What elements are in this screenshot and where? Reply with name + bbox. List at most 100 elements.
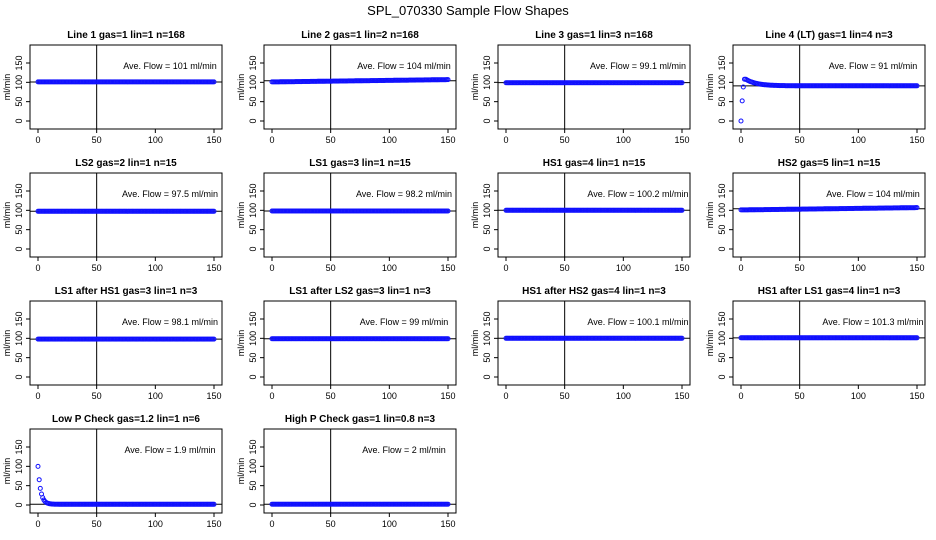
average-flow-annotation: Ave. Flow = 100.2 ml/min bbox=[587, 189, 688, 199]
panel-title: LS1 after HS1 gas=3 lin=1 n=3 bbox=[55, 286, 198, 297]
y-tick-label: 150 bbox=[14, 311, 24, 326]
x-tick-label: 0 bbox=[738, 263, 743, 273]
x-tick-label: 0 bbox=[738, 391, 743, 401]
y-tick-label: 0 bbox=[482, 118, 492, 123]
chart-panel: HS1 gas=4 lin=1 n=150 50 100 150050100150ml… bbox=[470, 158, 691, 273]
y-tick-label: 0 bbox=[14, 374, 24, 379]
x-tick-label: 150 bbox=[440, 135, 455, 145]
y-tick-label: 0 bbox=[248, 118, 258, 123]
x-tick-label: 0 bbox=[269, 519, 274, 529]
y-tick-label: 0 bbox=[717, 374, 727, 379]
x-tick-label: 150 bbox=[674, 391, 689, 401]
panel-title: HS2 gas=5 lin=1 n=15 bbox=[778, 158, 881, 169]
x-tick-label: 100 bbox=[382, 263, 397, 273]
average-flow-annotation: Ave. Flow = 1.9 ml/min bbox=[124, 445, 215, 455]
x-tick-label: 100 bbox=[616, 391, 631, 401]
chart-panel: LS1 after HS1 gas=3 lin=1 n=3 0 50 100 150 0 5… bbox=[2, 286, 223, 401]
average-flow-annotation: Ave. Flow = 104 ml/min bbox=[357, 61, 451, 71]
chart-panel: HS1 after LS1 gas=4 lin=1 n=3 0 50 100 150 0 5… bbox=[705, 286, 926, 401]
x-tick-label: 100 bbox=[148, 263, 163, 273]
x-tick-label: 0 bbox=[503, 135, 508, 145]
figure-title: SPL_070330 Sample Flow Shapes bbox=[367, 3, 569, 18]
x-tick-label: 100 bbox=[851, 391, 866, 401]
y-tick-label: 50 bbox=[248, 225, 258, 235]
y-tick-label: 50 bbox=[14, 225, 24, 235]
x-tick-label: 100 bbox=[148, 519, 163, 529]
data-point bbox=[679, 80, 685, 86]
x-tick-label: 50 bbox=[92, 263, 102, 273]
y-axis-label: ml/min bbox=[236, 202, 246, 229]
data-point bbox=[211, 208, 217, 214]
x-tick-label: 50 bbox=[326, 135, 336, 145]
average-flow-annotation: Ave. Flow = 101.3 ml/min bbox=[822, 317, 923, 327]
y-tick-label: 150 bbox=[482, 311, 492, 326]
y-tick-label: 100 bbox=[14, 459, 24, 474]
y-tick-label: 50 bbox=[14, 97, 24, 107]
data-point bbox=[679, 335, 685, 341]
y-axis-label: ml/min bbox=[470, 74, 480, 101]
x-tick-label: 50 bbox=[795, 135, 805, 145]
y-tick-label: 50 bbox=[482, 353, 492, 363]
y-tick-label: 150 bbox=[248, 55, 258, 70]
data-point bbox=[740, 84, 746, 90]
x-tick-label: 50 bbox=[92, 135, 102, 145]
data-point bbox=[914, 335, 920, 341]
y-tick-label: 0 bbox=[248, 502, 258, 507]
x-tick-label: 150 bbox=[440, 263, 455, 273]
x-tick-label: 50 bbox=[560, 135, 570, 145]
x-tick-label: 0 bbox=[35, 263, 40, 273]
plot-frame bbox=[29, 172, 223, 258]
y-axis-label: ml/min bbox=[705, 202, 715, 229]
data-point bbox=[211, 501, 217, 507]
x-tick-label: 50 bbox=[560, 263, 570, 273]
y-tick-label: 0 bbox=[248, 246, 258, 251]
x-tick-label: 100 bbox=[382, 519, 397, 529]
y-axis-label: ml/min bbox=[470, 202, 480, 229]
x-tick-label: 0 bbox=[269, 135, 274, 145]
data-point bbox=[37, 485, 43, 491]
y-tick-label: 100 bbox=[248, 203, 258, 218]
y-tick-label: 50 bbox=[14, 481, 24, 491]
x-tick-label: 150 bbox=[206, 391, 221, 401]
panel-title: Line 4 (LT) gas=1 lin=4 n=3 bbox=[765, 30, 893, 41]
y-tick-label: 50 bbox=[14, 353, 24, 363]
x-tick-label: 100 bbox=[851, 135, 866, 145]
chart-panel: LS2 gas=2 lin=1 n=150 50 100 150050100150ml… bbox=[2, 158, 223, 273]
plot-frame bbox=[732, 300, 926, 386]
x-tick-label: 0 bbox=[503, 263, 508, 273]
x-tick-label: 150 bbox=[674, 135, 689, 145]
y-tick-label: 100 bbox=[248, 75, 258, 90]
plot-frame bbox=[263, 44, 457, 130]
y-tick-label: 100 bbox=[482, 203, 492, 218]
y-tick-label: 50 bbox=[248, 97, 258, 107]
y-tick-label: 150 bbox=[248, 311, 258, 326]
average-flow-annotation: Ave. Flow = 99.1 ml/min bbox=[590, 61, 686, 71]
data-point bbox=[35, 463, 41, 469]
x-tick-label: 100 bbox=[382, 391, 397, 401]
data-point bbox=[914, 205, 920, 211]
x-tick-label: 150 bbox=[206, 519, 221, 529]
x-tick-label: 50 bbox=[795, 263, 805, 273]
x-tick-label: 150 bbox=[206, 135, 221, 145]
panel-title: Low P Check gas=1.2 lin=1 n=6 bbox=[52, 414, 200, 425]
x-tick-label: 0 bbox=[269, 391, 274, 401]
chart-panel: Line 2 gas=1 lin=2 n=168 0 50 100 150 0 50 100 1… bbox=[236, 30, 457, 145]
y-tick-label: 150 bbox=[717, 183, 727, 198]
data-point bbox=[445, 77, 451, 83]
panel-title: HS1 after HS2 gas=4 lin=1 n=3 bbox=[522, 286, 666, 297]
y-tick-label: 50 bbox=[717, 353, 727, 363]
average-flow-annotation: Ave. Flow = 100.1 ml/min bbox=[587, 317, 688, 327]
plot-frame bbox=[497, 172, 691, 258]
data-point bbox=[445, 336, 451, 342]
data-point bbox=[679, 207, 685, 213]
x-tick-label: 100 bbox=[616, 135, 631, 145]
y-tick-label: 150 bbox=[482, 183, 492, 198]
plot-frame bbox=[29, 300, 223, 386]
y-tick-label: 100 bbox=[482, 331, 492, 346]
y-tick-label: 100 bbox=[14, 203, 24, 218]
average-flow-annotation: Ave. Flow = 101 ml/min bbox=[123, 61, 217, 71]
y-tick-label: 100 bbox=[14, 75, 24, 90]
panel-title: LS2 gas=2 lin=1 n=15 bbox=[75, 158, 177, 169]
chart-panel: Line 1 gas=1 lin=1 n=168 0 50 100 150 0 50 100 1… bbox=[2, 30, 223, 145]
panel-title: LS1 gas=3 lin=1 n=15 bbox=[309, 158, 411, 169]
